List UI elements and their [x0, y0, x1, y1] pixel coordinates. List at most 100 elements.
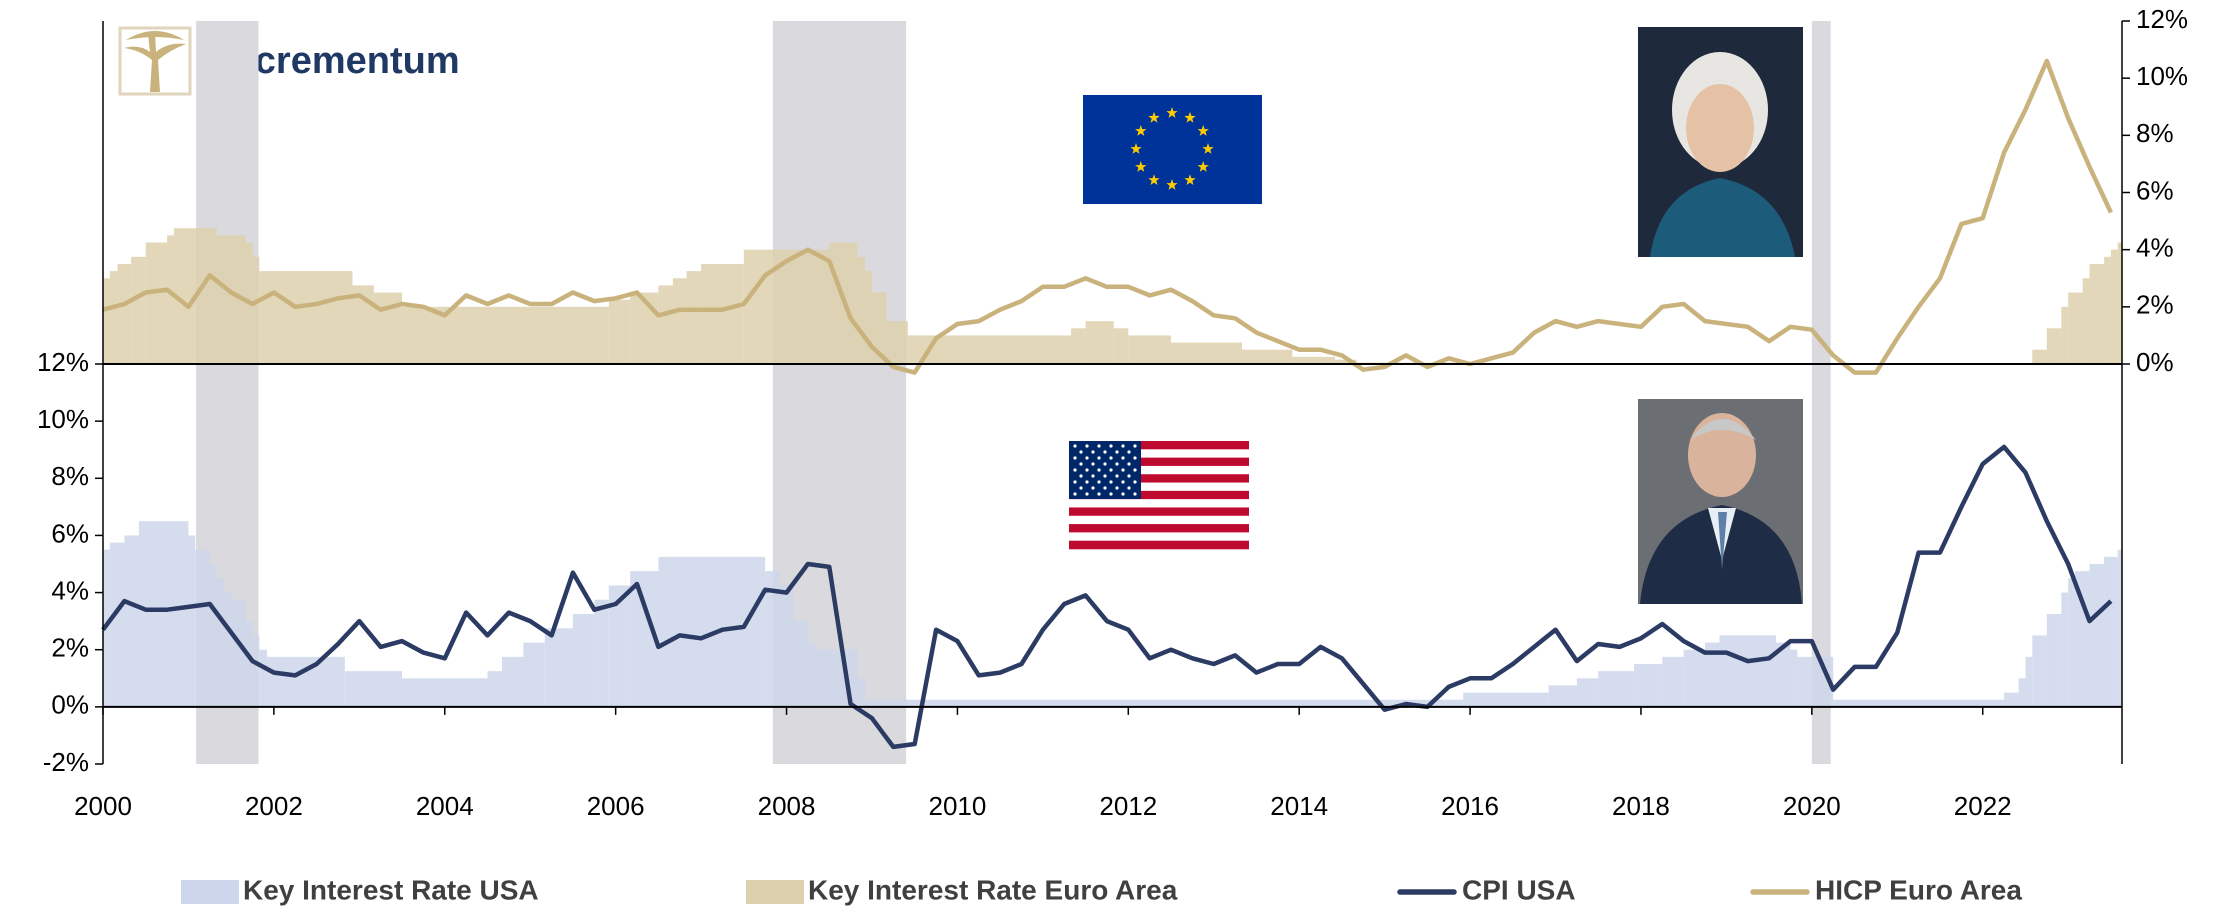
x-tick-label: 2010 [929, 791, 987, 821]
y-tick-label: 0% [2136, 347, 2174, 377]
y-tick-label: 6% [2136, 175, 2174, 205]
rate-bar [1114, 328, 1129, 364]
flag-star [1103, 474, 1106, 477]
rate-bar [2061, 593, 2068, 707]
rate-bar [2061, 307, 2068, 364]
y-tick-label: 10% [2136, 61, 2188, 91]
flag-star [1133, 444, 1136, 447]
flag-star [1097, 456, 1100, 459]
rate-bar [1634, 664, 1662, 707]
rate-bar [253, 635, 260, 706]
rate-bar [402, 307, 609, 364]
rate-bar [857, 257, 865, 364]
flag-star [1121, 444, 1124, 447]
flag-star [1121, 480, 1124, 483]
x-tick-label: 2022 [1954, 791, 2012, 821]
rate-bar [780, 585, 794, 706]
rate-bar [1463, 693, 1548, 707]
y-tick-label: 12% [2136, 4, 2188, 34]
rate-bar [609, 300, 630, 364]
rate-bar [573, 614, 594, 707]
flag-stripe [1069, 499, 1249, 508]
flag-star [1073, 480, 1076, 483]
rate-bar [217, 578, 225, 707]
rate-bar [259, 271, 352, 364]
flag-star [1079, 450, 1082, 453]
flag-star [1097, 468, 1100, 471]
rate-bar [1071, 328, 1086, 364]
rate-bar [545, 628, 573, 707]
x-tick-label: 2016 [1441, 791, 1499, 821]
legend-label: HICP Euro Area [1815, 874, 2022, 905]
y-tick-label: 10% [37, 404, 89, 434]
rate-bar [103, 278, 110, 364]
flag-star [1085, 468, 1088, 471]
rate-bar [1790, 650, 1797, 707]
flag-star [1103, 486, 1106, 489]
flag-star [1079, 486, 1082, 489]
y-tick-label: 12% [37, 347, 89, 377]
flag-stripe [1069, 524, 1249, 533]
rate-bar [2083, 278, 2090, 364]
rate-bar [673, 278, 687, 364]
rate-bar [857, 678, 865, 707]
rate-bar [908, 335, 1071, 364]
flag-stripe [1069, 516, 1249, 525]
flag-star [1073, 468, 1076, 471]
rate-bar [253, 257, 260, 364]
rate-bar [1662, 657, 1683, 707]
rate-bar [793, 621, 808, 707]
legend-label: CPI USA [1462, 874, 1576, 905]
flag-stripe [1069, 532, 1249, 541]
rate-bar [124, 535, 139, 706]
rate-bar [210, 564, 217, 707]
rate-bar [267, 657, 345, 707]
rate-bar [167, 235, 174, 364]
rate-bar [402, 678, 487, 707]
flag-star [1085, 492, 1088, 495]
flag-star [1109, 456, 1112, 459]
rate-bar [1833, 700, 2004, 707]
y-tick-label: 4% [51, 575, 89, 605]
x-tick-label: 2008 [758, 791, 816, 821]
flag-star [1085, 456, 1088, 459]
x-tick-label: 2018 [1612, 791, 1670, 821]
flag-star [1121, 468, 1124, 471]
x-tick-label: 2004 [416, 791, 474, 821]
flag-star [1133, 480, 1136, 483]
flag-canton [1069, 441, 1141, 499]
rate-bar [2047, 614, 2062, 707]
y-tick-label: 4% [2136, 233, 2174, 263]
rate-bar [139, 521, 189, 707]
legend-label: Key Interest Rate USA [243, 874, 539, 905]
rate-bar [1720, 635, 1776, 706]
rate-bar [2068, 293, 2083, 364]
us-flag [1069, 441, 1249, 549]
flag-star [1115, 462, 1118, 465]
flag-star [1127, 486, 1130, 489]
flag-star [1115, 450, 1118, 453]
flag-star [1091, 450, 1094, 453]
rate-bar [195, 550, 210, 707]
rate-bar [2090, 264, 2105, 364]
rate-bar [1242, 350, 1292, 364]
rate-bar [865, 271, 872, 364]
rate-bar [1171, 343, 1242, 364]
rate-bar [1598, 671, 1634, 707]
rate-bar [2068, 578, 2075, 707]
rate-bar [345, 671, 402, 707]
flag-star [1133, 492, 1136, 495]
flag-star [1091, 474, 1094, 477]
rate-bar [865, 700, 1463, 707]
x-tick-label: 2002 [245, 791, 303, 821]
portrait-ecb [1638, 27, 1803, 257]
rate-bar [594, 600, 609, 707]
rate-bar [658, 285, 673, 364]
rate-bar [2104, 557, 2118, 707]
rate-bar [2090, 564, 2105, 707]
rate-bar [2004, 693, 2019, 707]
flag-star [1109, 480, 1112, 483]
rate-bar [2032, 350, 2047, 364]
y-tick-label: 8% [51, 461, 89, 491]
flag-star [1091, 486, 1094, 489]
